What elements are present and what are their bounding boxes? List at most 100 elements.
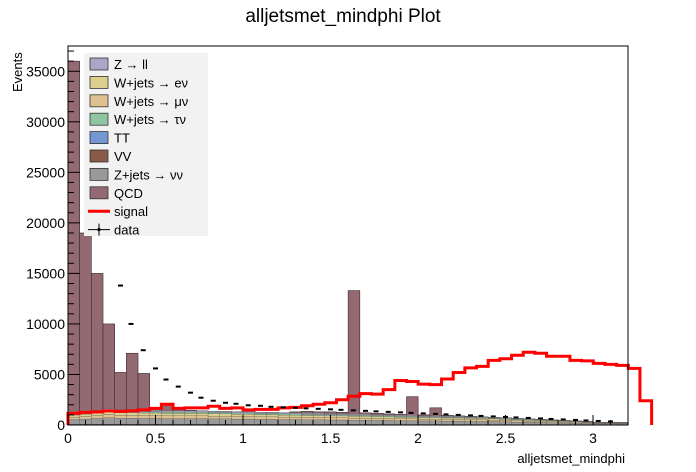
legend-label-W_enu: W+jets → eν <box>114 75 188 90</box>
ewk-bar <box>383 416 395 419</box>
ewk-bar <box>429 417 442 420</box>
ewk-bar <box>476 421 489 425</box>
ewk-bar <box>231 412 244 415</box>
ewk-bar <box>336 415 349 418</box>
ewk-bar <box>371 415 384 417</box>
ewk-bar <box>453 417 466 420</box>
ewk-bar <box>347 417 360 421</box>
ewk-bar <box>383 420 395 425</box>
ewk-bar <box>114 414 127 419</box>
ewk-bar <box>196 411 209 414</box>
legend-swatch-QCD <box>89 186 109 200</box>
ewk-bar <box>254 414 267 417</box>
ewk-bar <box>79 414 92 417</box>
legend-swatch-W_enu <box>89 76 109 89</box>
ewk-bar <box>196 418 209 425</box>
ewk-bar <box>196 410 209 413</box>
ewk-bar <box>488 417 501 419</box>
ewk-bar <box>394 416 407 419</box>
ewk-bar <box>207 415 220 420</box>
x-tick-label: 2 <box>414 430 422 446</box>
legend-swatch-Z_ll <box>89 57 109 71</box>
ewk-bar <box>312 417 325 420</box>
ewk-bar <box>418 418 430 422</box>
ewk-bar <box>406 420 419 425</box>
ewk-bar <box>254 416 267 420</box>
ewk-bar <box>137 418 150 425</box>
ewk-bar <box>511 418 524 420</box>
legend-label-W_taunu: W+jets → τν <box>114 112 186 127</box>
ewk-bar <box>207 411 220 413</box>
ewk-bar <box>242 416 255 420</box>
ewk-bar <box>161 413 174 416</box>
x-tick-label: 1.5 <box>321 430 341 446</box>
ewk-bar <box>301 417 314 420</box>
ewk-bar <box>266 416 279 420</box>
ewk-bar <box>219 413 232 417</box>
ewk-bar <box>312 419 325 425</box>
ewk-bar <box>347 415 360 417</box>
ewk-bar <box>242 411 255 414</box>
ewk-bar <box>161 410 174 413</box>
ewk-bar <box>347 414 360 416</box>
ewk-bar <box>476 419 489 422</box>
ewk-bar <box>126 412 139 416</box>
ewk-bar <box>266 414 279 417</box>
x-tick-label: 1 <box>239 430 247 446</box>
ewk-bar <box>254 413 267 415</box>
ewk-bar <box>371 416 384 419</box>
ewk-bar <box>277 414 290 418</box>
ewk-bar <box>231 418 244 425</box>
ewk-bar <box>406 415 419 417</box>
ewk-bar <box>453 420 466 425</box>
ewk-bar <box>184 413 197 416</box>
ewk-bar <box>91 415 104 419</box>
ewk-bar <box>336 419 349 425</box>
ewk-bar <box>464 418 477 420</box>
ewk-bar <box>161 415 174 419</box>
ewk-bar <box>219 411 232 413</box>
ewk-bar <box>347 420 360 425</box>
ewk-bar <box>301 413 314 415</box>
ewk-bar <box>418 415 430 417</box>
ewk-bar <box>231 416 244 420</box>
ewk-bar <box>137 415 150 419</box>
ewk-bar <box>488 418 501 421</box>
x-tick-label: 0 <box>64 430 72 446</box>
legend-label-QCD: QCD <box>114 186 143 201</box>
ewk-bar <box>312 414 325 416</box>
ewk-bar <box>67 416 80 420</box>
ewk-bar <box>242 412 255 415</box>
ewk-bar <box>266 413 279 415</box>
ewk-bar <box>406 418 419 421</box>
ewk-bar <box>406 416 419 419</box>
legend-swatch-W_munu <box>89 94 109 108</box>
ewk-bar <box>196 413 209 416</box>
ewk-bar <box>418 420 430 425</box>
ewk-bar <box>301 419 314 425</box>
ewk-bar <box>359 415 372 417</box>
legend-label-Z_nunu: Z+jets → νν <box>114 167 183 182</box>
ewk-bar <box>394 415 407 417</box>
ewk-bar <box>231 411 244 414</box>
ewk-bar <box>324 413 337 415</box>
ewk-bar <box>359 416 372 419</box>
ewk-bar <box>289 416 302 420</box>
signal-line <box>66 350 654 425</box>
ewk-bar <box>359 414 372 416</box>
ewk-bar <box>546 422 559 425</box>
ewk-bar <box>289 413 302 416</box>
ewk-bar <box>441 420 454 425</box>
ewk-bar <box>207 412 220 414</box>
ewk-bar <box>207 418 220 425</box>
qcd-bar <box>347 290 361 426</box>
ewk-bar <box>79 416 92 420</box>
ewk-bar <box>441 416 454 418</box>
ewk-bar <box>254 412 267 414</box>
x-tick-label: 0.5 <box>146 430 166 446</box>
ewk-bar <box>161 418 174 425</box>
y-tick-label: 10000 <box>26 316 65 332</box>
legend-swatch-Z_nunu <box>89 167 109 181</box>
ewk-bar <box>149 410 162 412</box>
